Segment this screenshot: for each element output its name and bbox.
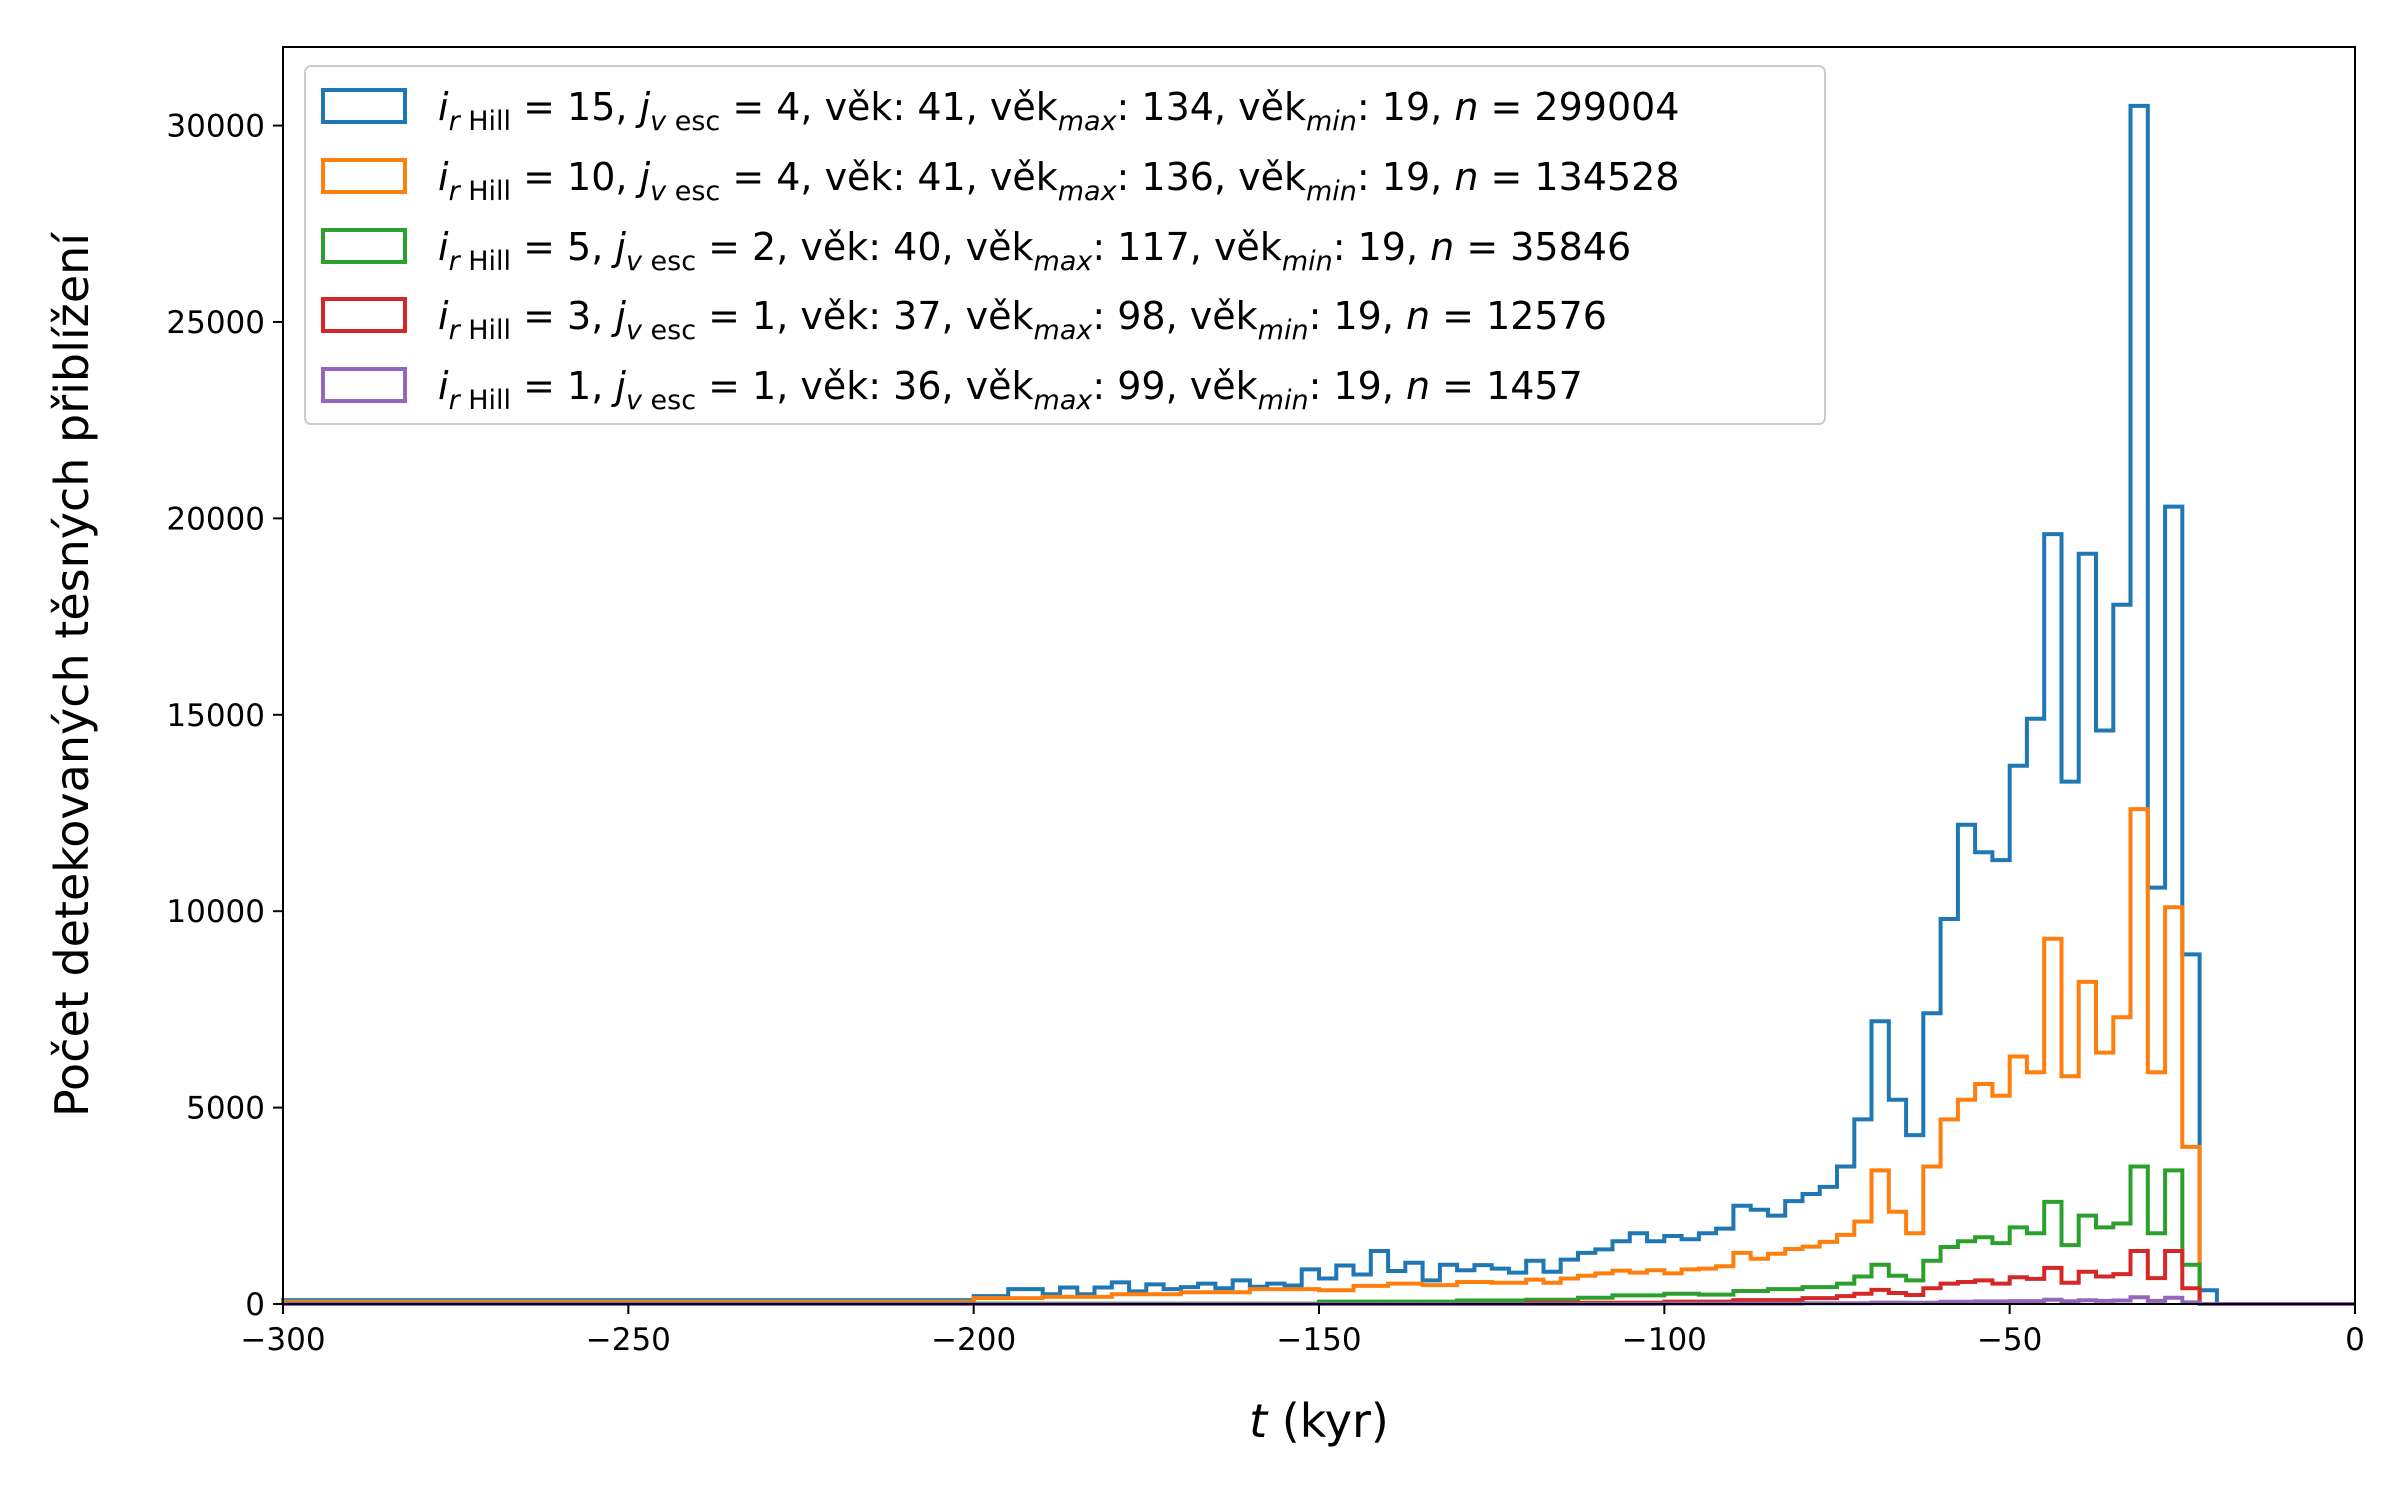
histogram-series-2 [281,807,2355,1306]
legend-entry-text: ir Hill = 15, jv esc = 4, věk: 41, věkma… [438,85,1679,137]
histogram-series-5 [283,1295,2355,1306]
histogram-series-1 [281,103,2355,1306]
x-axis-ticks: −300 −250 −200 −150 −100 −50 0 [240,1304,2365,1358]
x-axis-variable: t [1249,1394,1269,1448]
x-tick-label: −100 [1622,1322,1707,1358]
x-tick-label: 0 [2345,1322,2365,1358]
y-tick-label: 0 [245,1287,265,1323]
histogram-series-3 [281,1164,2355,1306]
x-axis-title: t (kyr) [1249,1394,1389,1448]
y-tick-label: 5000 [186,1091,265,1127]
y-tick-label: 25000 [166,305,265,341]
legend-swatch [321,158,407,194]
x-tick-label: −250 [586,1322,671,1358]
legend-swatch [321,228,407,264]
x-tick-label: −200 [931,1322,1016,1358]
x-axis-unit: (kyr) [1267,1394,1389,1448]
legend-entry-text: ir Hill = 3, jv esc = 1, věk: 37, věkmax… [438,294,1607,346]
y-tick-label: 10000 [166,894,265,930]
y-tick-label: 15000 [166,698,265,734]
x-tick-label: −300 [240,1322,325,1358]
y-tick-label: 20000 [166,501,265,537]
legend-swatch [321,297,407,333]
y-axis-ticks: 0 5000 10000 15000 20000 25000 30000 [166,109,283,1323]
histogram-series-4 [283,1249,2355,1306]
y-tick-label: 30000 [166,109,265,145]
legend-entry-text: ir Hill = 1, jv esc = 1, věk: 36, věkmax… [438,364,1583,416]
x-tick-label: −150 [1276,1322,1361,1358]
legend-frame [304,65,1826,425]
legend: ir Hill = 15, jv esc = 4, věk: 41, věkma… [304,65,1826,425]
legend-entry-text: ir Hill = 10, jv esc = 4, věk: 41, věkma… [438,155,1679,207]
legend-entry-text: ir Hill = 5, jv esc = 2, věk: 40, věkmax… [438,225,1631,277]
legend-swatch [321,367,407,403]
x-tick-label: −50 [1977,1322,2042,1358]
series-layer [281,103,2355,1306]
y-axis-title: Počet detekovaných těsných přiblížení [45,232,99,1117]
legend-swatch [321,88,407,124]
